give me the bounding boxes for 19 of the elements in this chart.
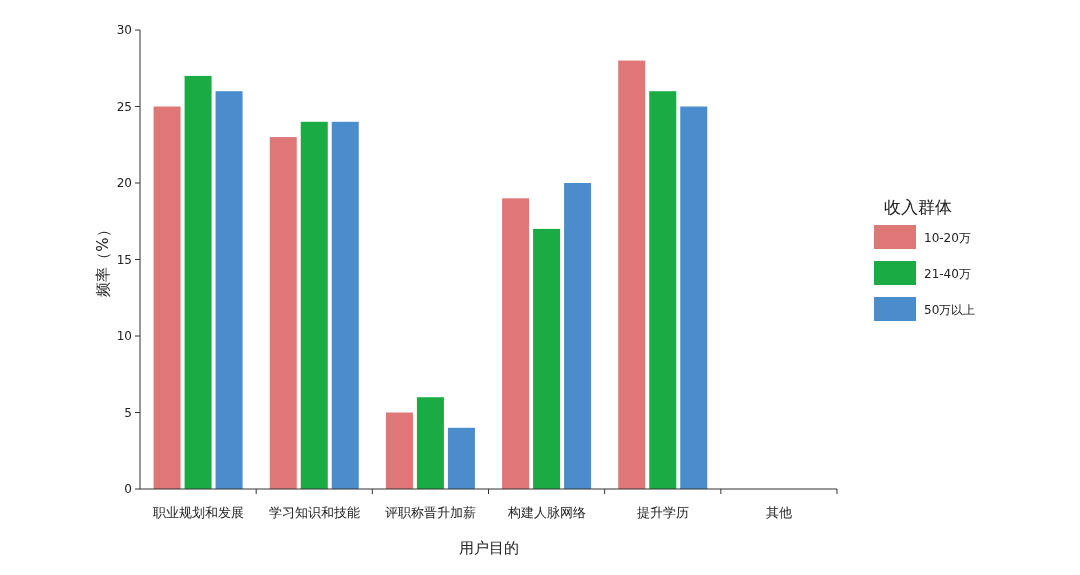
y-tick-label: 20 bbox=[116, 176, 132, 190]
y-tick-label: 25 bbox=[116, 99, 132, 114]
y-tick-label: 15 bbox=[116, 252, 132, 267]
x-axis-title: 用户目的 bbox=[458, 539, 519, 557]
legend-label: 10-20万 bbox=[924, 231, 971, 245]
legend-label: 50万以上 bbox=[924, 303, 976, 317]
y-tick-label: 0 bbox=[124, 482, 132, 496]
y-tick-label: 10 bbox=[116, 329, 132, 343]
legend-title: 收入群体 bbox=[884, 197, 952, 217]
x-tick-label: 其他 bbox=[765, 505, 792, 520]
x-tick-label: 评职称晋升加薪 bbox=[384, 505, 476, 520]
y-tick-label: 30 bbox=[116, 23, 132, 37]
y-axis-title: 频率（%） bbox=[94, 222, 112, 297]
x-tick-label: 职业规划和发展 bbox=[152, 505, 244, 520]
legend-label: 21-40万 bbox=[924, 267, 971, 281]
x-tick-label: 构建人脉网络 bbox=[506, 505, 586, 520]
y-tick-label: 5 bbox=[124, 405, 132, 420]
x-tick-label: 学习知识和技能 bbox=[268, 505, 360, 520]
x-tick-label: 提升学历 bbox=[636, 505, 689, 520]
